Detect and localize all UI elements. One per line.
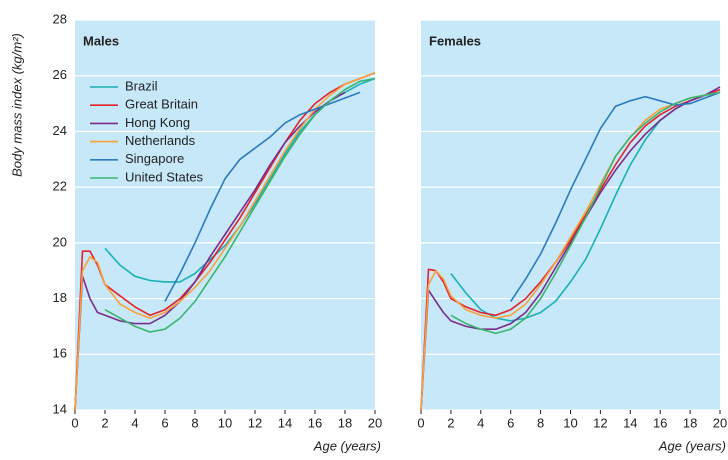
legend-label: Great Britain	[125, 97, 198, 112]
x-tick-label: 4	[477, 415, 484, 430]
panel-title: Females	[429, 33, 481, 48]
legend-label: Brazil	[125, 78, 158, 93]
x-tick-label: 12	[248, 415, 262, 430]
x-tick-label: 10	[563, 415, 577, 430]
legend-label: Netherlands	[125, 133, 196, 148]
x-tick-label: 20	[368, 415, 382, 430]
y-tick-label: 14	[53, 401, 67, 416]
legend-label: Singapore	[125, 151, 184, 166]
x-tick-label: 20	[713, 415, 727, 430]
y-tick-label: 18	[53, 290, 67, 305]
series-line	[104, 77, 376, 333]
y-tick-label: 24	[53, 123, 67, 138]
y-tick-label: 20	[53, 234, 67, 249]
x-tick-label: 18	[683, 415, 697, 430]
legend-label: Hong Kong	[125, 115, 190, 130]
x-tick-label: 0	[417, 415, 424, 430]
y-tick-label: 22	[53, 179, 67, 194]
x-tick-label: 14	[623, 415, 637, 430]
series-line	[450, 91, 721, 335]
series-line	[420, 91, 721, 411]
y-tick-label: 26	[53, 67, 67, 82]
x-tick-label: 0	[71, 415, 78, 430]
x-tick-label: 2	[101, 415, 108, 430]
x-axis-label: Age (years)	[313, 438, 381, 453]
x-tick-label: 12	[593, 415, 607, 430]
x-tick-label: 14	[278, 415, 292, 430]
x-tick-label: 6	[161, 415, 168, 430]
x-axis-label: Age (years)	[658, 438, 726, 453]
series-line	[74, 91, 346, 411]
x-tick-label: 4	[131, 415, 138, 430]
x-tick-label: 18	[338, 415, 352, 430]
plot-area	[75, 20, 375, 410]
x-tick-label: 8	[537, 415, 544, 430]
y-tick-label: 28	[53, 11, 67, 26]
plot-area	[421, 20, 720, 410]
y-axis-label: Body mass index (kg/m²)	[9, 33, 24, 177]
series-line	[74, 72, 376, 411]
legend-label: United States	[125, 169, 204, 184]
x-tick-label: 6	[507, 415, 514, 430]
x-tick-label: 16	[308, 415, 322, 430]
series-line	[420, 86, 721, 411]
y-tick-label: 16	[53, 346, 67, 361]
series-line	[164, 91, 361, 302]
x-tick-label: 16	[653, 415, 667, 430]
x-tick-label: 2	[447, 415, 454, 430]
panel-title: Males	[83, 33, 119, 48]
x-tick-label: 8	[191, 415, 198, 430]
series-line	[510, 91, 721, 302]
x-tick-label: 10	[218, 415, 232, 430]
